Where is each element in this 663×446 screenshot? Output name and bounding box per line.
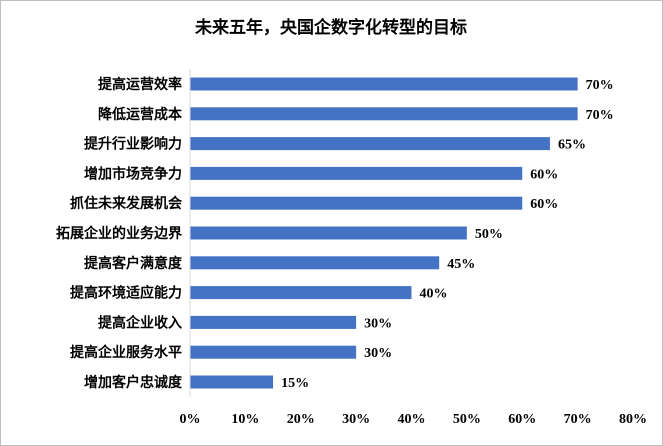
data-label: 45% [447, 257, 475, 272]
bar [190, 375, 274, 389]
category-label: 拓展企业的业务边界 [56, 225, 183, 242]
bar [190, 77, 578, 91]
x-tick-label: 0% [180, 412, 201, 427]
x-axis-ticks: 0% 10% 20% 30% 40% 50% 60% 70% 80% [180, 412, 648, 427]
x-tick-label: 70% [564, 412, 592, 427]
bar [190, 226, 467, 240]
bar [190, 286, 412, 300]
category-label: 提高客户满意度 [84, 255, 183, 272]
data-label: 70% [586, 108, 614, 123]
x-tick-label: 20% [287, 412, 315, 427]
x-tick-label: 50% [453, 412, 481, 427]
category-label: 提高企业服务水平 [70, 344, 182, 361]
category-label: 增加客户忠诚度 [84, 374, 183, 391]
data-label: 65% [558, 138, 586, 153]
bar [190, 137, 550, 151]
bar [190, 166, 523, 180]
category-labels: 提高运营效率降低运营成本提升行业影响力增加市场竞争力抓住未来发展机会拓展企业的业… [56, 76, 183, 391]
category-label: 提升行业影响力 [84, 136, 182, 153]
x-tick-label: 80% [619, 412, 647, 427]
category-label: 提高环境适应能力 [70, 285, 182, 302]
chart-title: 未来五年，央国企数字化转型的目标 [194, 17, 467, 38]
data-label: 15% [281, 376, 309, 391]
data-label: 60% [530, 197, 558, 212]
bar [190, 107, 578, 121]
category-label: 降低运营成本 [98, 106, 183, 123]
x-tick-label: 10% [231, 412, 259, 427]
data-label: 40% [420, 287, 448, 302]
x-tick-label: 30% [342, 412, 370, 427]
data-label: 30% [364, 346, 392, 361]
data-label: 50% [475, 227, 503, 242]
bar [190, 315, 357, 329]
category-label: 提高运营效率 [98, 76, 182, 93]
bar [190, 345, 357, 359]
data-label: 70% [586, 78, 614, 93]
data-label: 30% [364, 316, 392, 331]
category-label: 提高企业收入 [98, 314, 182, 331]
x-tick-label: 40% [398, 412, 426, 427]
bars-layer [190, 77, 578, 389]
x-tick-label: 60% [508, 412, 536, 427]
bar [190, 196, 523, 210]
bar [190, 256, 440, 270]
data-label: 60% [530, 167, 558, 182]
category-label: 抓住未来发展机会 [70, 195, 183, 212]
data-labels: 70%70%65%60%60%50%45%40%30%30%15% [281, 78, 614, 391]
category-label: 增加市场竞争力 [84, 165, 182, 182]
